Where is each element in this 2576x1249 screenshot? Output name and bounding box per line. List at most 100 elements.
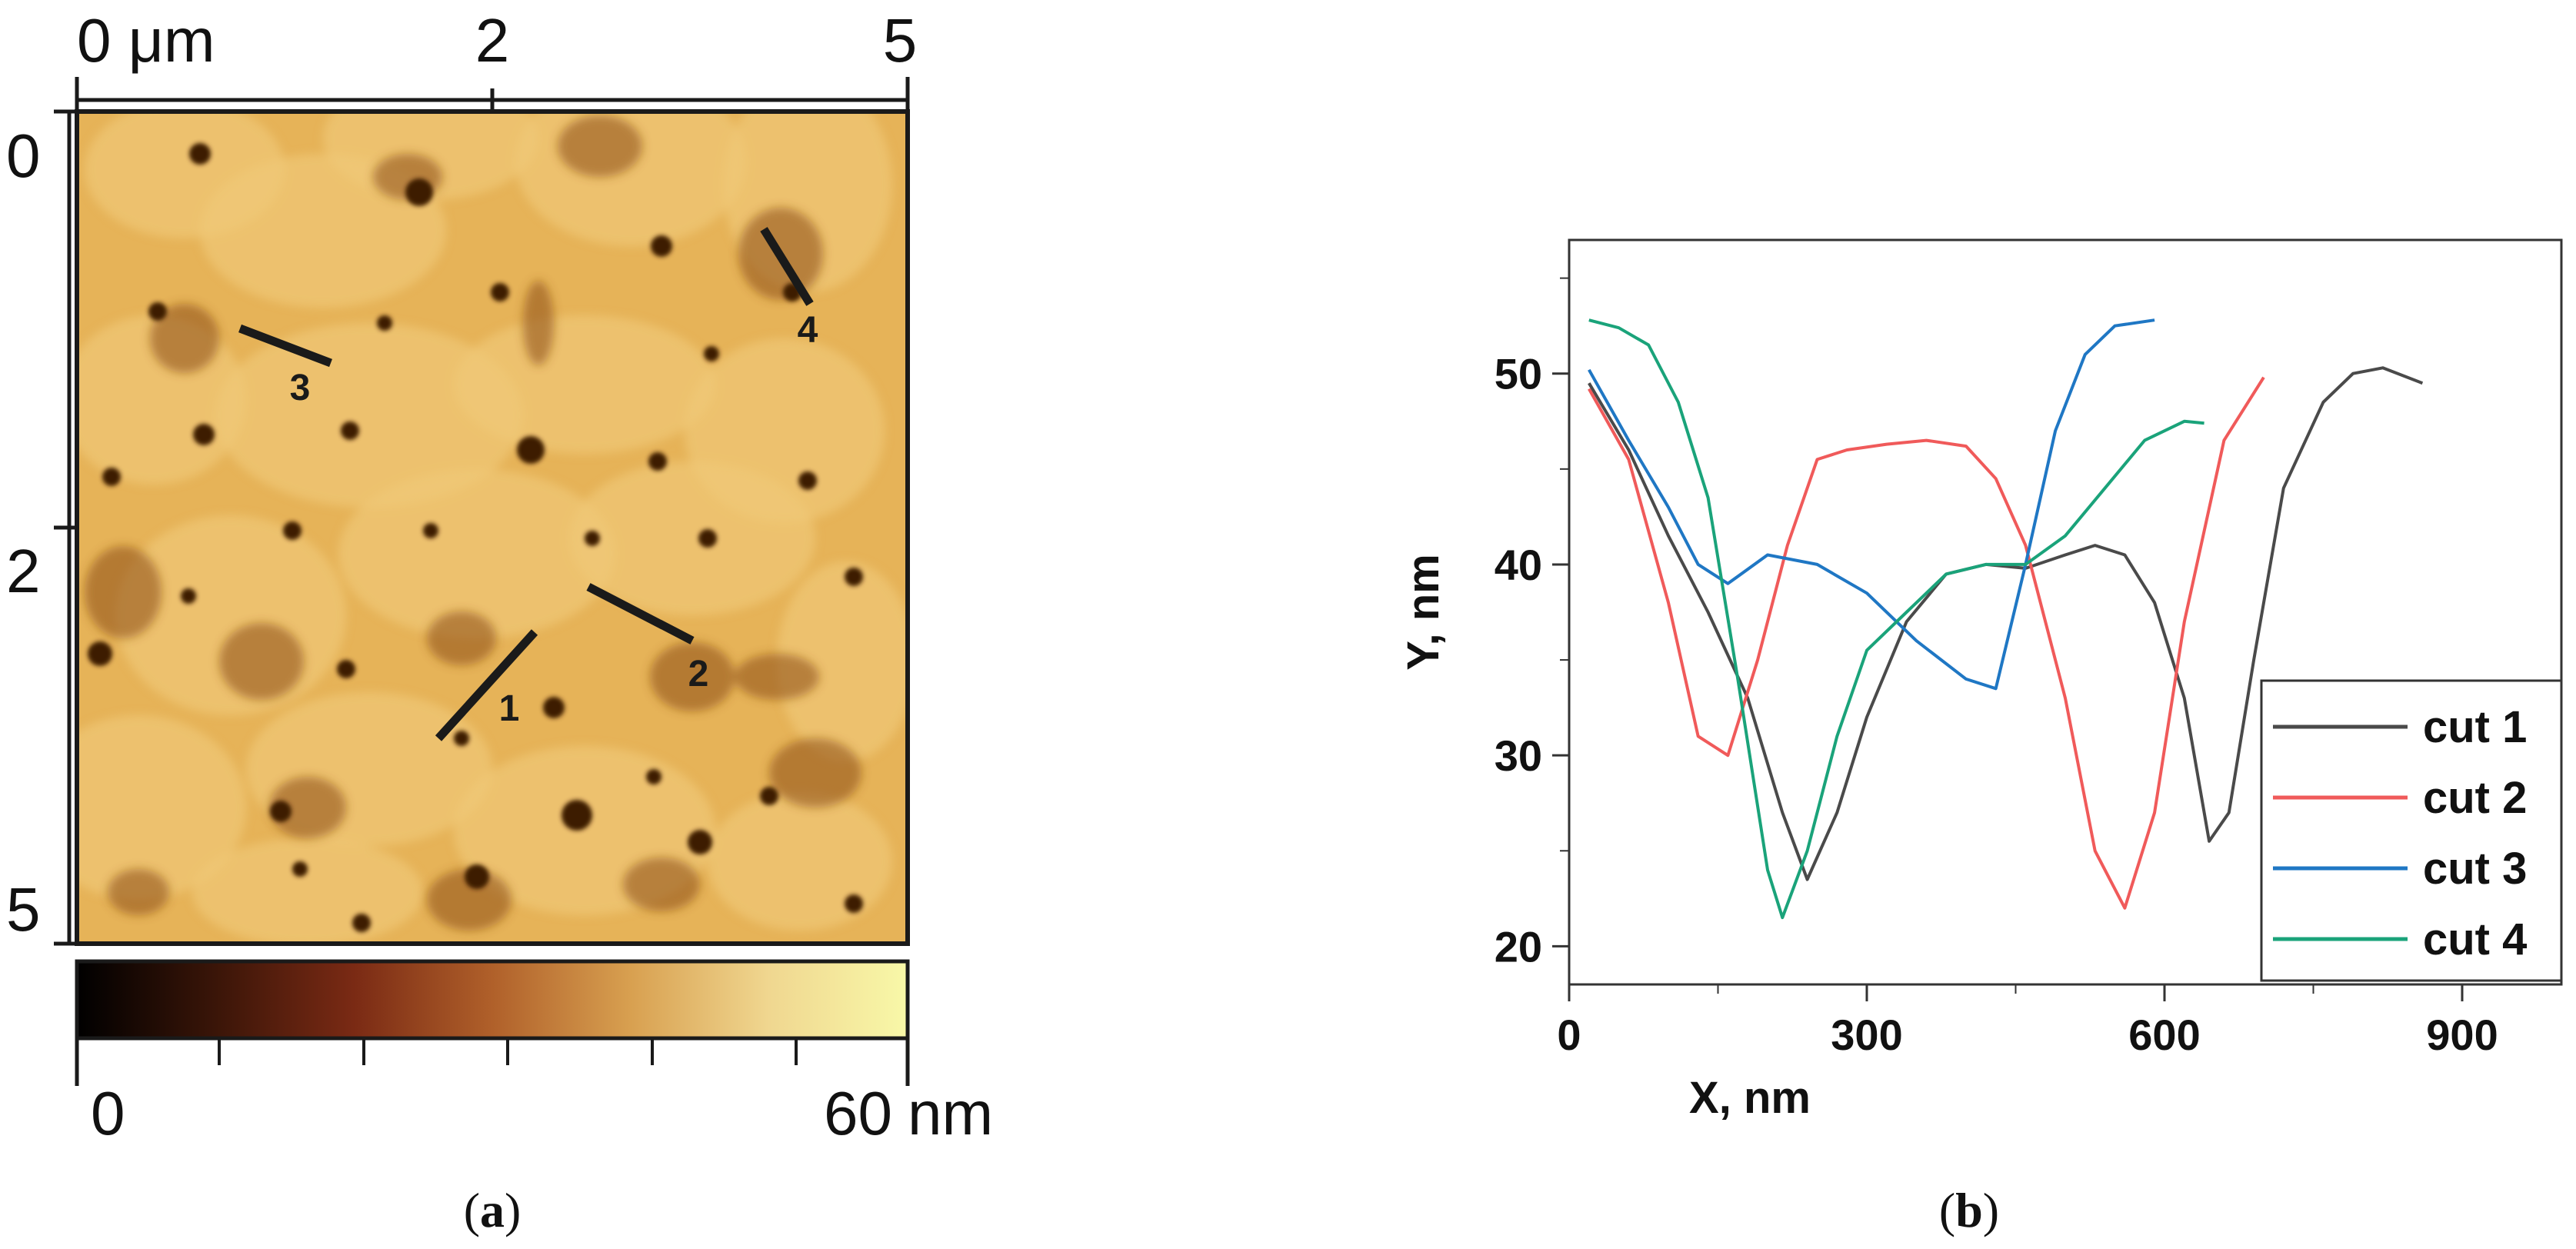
pit-region — [219, 623, 304, 700]
x-axis-label: X, nm — [1689, 1073, 1811, 1123]
series-lines — [1588, 318, 2424, 920]
pit-region — [108, 869, 169, 915]
dark-hole — [193, 424, 215, 445]
colorbar-min-label: 0 — [91, 1079, 125, 1147]
light-region — [338, 469, 615, 638]
colorbar-strip — [75, 959, 910, 1041]
light-region — [777, 561, 908, 761]
pit-region — [523, 281, 554, 365]
light-region — [215, 323, 523, 508]
dark-hole — [517, 436, 545, 464]
left-tick-label: 5 — [6, 875, 41, 944]
y-axis-label: Y, nm — [1398, 554, 1448, 671]
x-tick-label: 900 — [2426, 1011, 2498, 1059]
y-tick-label: 40 — [1495, 541, 1542, 589]
dark-hole — [491, 283, 509, 301]
y-tick-label: 20 — [1495, 922, 1542, 971]
pit-region — [150, 304, 219, 373]
pit-region — [427, 611, 496, 665]
y-tick-label: 30 — [1495, 731, 1542, 780]
pit-region — [85, 546, 162, 638]
dark-hole — [648, 452, 667, 471]
legend-label: cut 3 — [2423, 844, 2527, 894]
cut-line-label-1: 1 — [499, 688, 520, 729]
dark-hole — [181, 588, 196, 604]
legend-label: cut 1 — [2423, 702, 2527, 752]
pit-region — [558, 115, 642, 177]
series-line-cut-2 — [1588, 376, 2265, 910]
top-tick-label: 5 — [883, 6, 918, 75]
legend: cut 1 cut 2 cut 3 cut 4 — [2260, 679, 2563, 982]
dark-hole — [88, 641, 112, 666]
dark-hole — [189, 143, 211, 165]
dark-hole — [454, 731, 469, 746]
light-region — [192, 838, 423, 944]
dark-hole — [704, 346, 719, 361]
cut-line-2 — [586, 583, 695, 644]
map-pit-regions — [85, 115, 861, 931]
afm-panel: 0 μm 2 5 0 2 5 1 2 3 4 — [6, 6, 993, 1237]
light-region — [454, 315, 715, 454]
dark-hole — [270, 801, 292, 822]
light-region — [569, 461, 815, 615]
left-tick-label: 0 — [6, 122, 41, 190]
top-tick-label: 2 — [475, 6, 510, 75]
y-axis-ticks: 20 30 40 50 — [1495, 277, 1569, 971]
dark-hole — [646, 769, 661, 784]
dark-hole — [292, 861, 308, 877]
dark-hole — [845, 894, 863, 913]
light-region — [708, 792, 892, 931]
cut-line-label-4: 4 — [798, 310, 818, 351]
colorbar-max-label: 60 — [824, 1079, 892, 1147]
x-tick-label: 600 — [2128, 1011, 2200, 1059]
panel-a-label: (a) — [464, 1183, 522, 1237]
dark-hole — [102, 468, 121, 486]
panel-b-letter: b — [1955, 1183, 1983, 1237]
dark-hole — [585, 531, 600, 546]
cut-line-label-2: 2 — [688, 654, 709, 694]
dark-hole — [798, 471, 817, 490]
dark-hole — [148, 302, 167, 321]
dark-hole — [341, 421, 359, 440]
cut-line-label-3: 3 — [290, 368, 311, 408]
dark-hole — [405, 178, 433, 206]
x-tick-label: 300 — [1831, 1011, 1902, 1059]
cut-line-3 — [238, 324, 332, 368]
pit-region — [623, 858, 700, 911]
dark-hole — [283, 521, 302, 540]
dark-hole — [562, 800, 592, 831]
dark-hole — [688, 830, 712, 854]
series-line-cut-1 — [1588, 366, 2424, 881]
top-tick-label: 0 μm — [77, 6, 215, 75]
pit-region — [769, 738, 861, 808]
legend-items: cut 1 cut 2 cut 3 cut 4 — [2273, 702, 2527, 964]
series-line-cut-4 — [1588, 318, 2204, 920]
cut-lines: 1 2 3 4 — [238, 227, 818, 741]
pit-region — [735, 654, 819, 700]
dark-hole — [543, 697, 565, 718]
dark-hole — [651, 235, 672, 257]
light-region — [77, 715, 246, 900]
colorbar-unit: nm — [908, 1079, 993, 1147]
x-tick-label: 0 — [1557, 1011, 1581, 1059]
pit-region — [650, 642, 735, 711]
plot-frame — [1568, 238, 2563, 986]
map-dark-holes — [88, 143, 863, 932]
dark-hole — [423, 523, 438, 538]
dark-hole — [352, 914, 371, 932]
map-frame — [75, 109, 910, 946]
pit-region — [269, 777, 346, 838]
dark-hole — [377, 315, 392, 331]
legend-label: cut 4 — [2423, 914, 2527, 964]
afm-height-map — [77, 112, 908, 944]
cut-line-4 — [760, 227, 814, 306]
legend-label: cut 2 — [2423, 773, 2527, 823]
dark-hole — [337, 660, 355, 678]
dark-hole — [760, 787, 778, 805]
pit-region — [427, 869, 512, 931]
colorbar: 0 60 nm — [75, 959, 993, 1147]
y-tick-label: 50 — [1495, 350, 1542, 398]
series-line-cut-3 — [1588, 318, 2155, 691]
dark-hole — [698, 529, 717, 548]
